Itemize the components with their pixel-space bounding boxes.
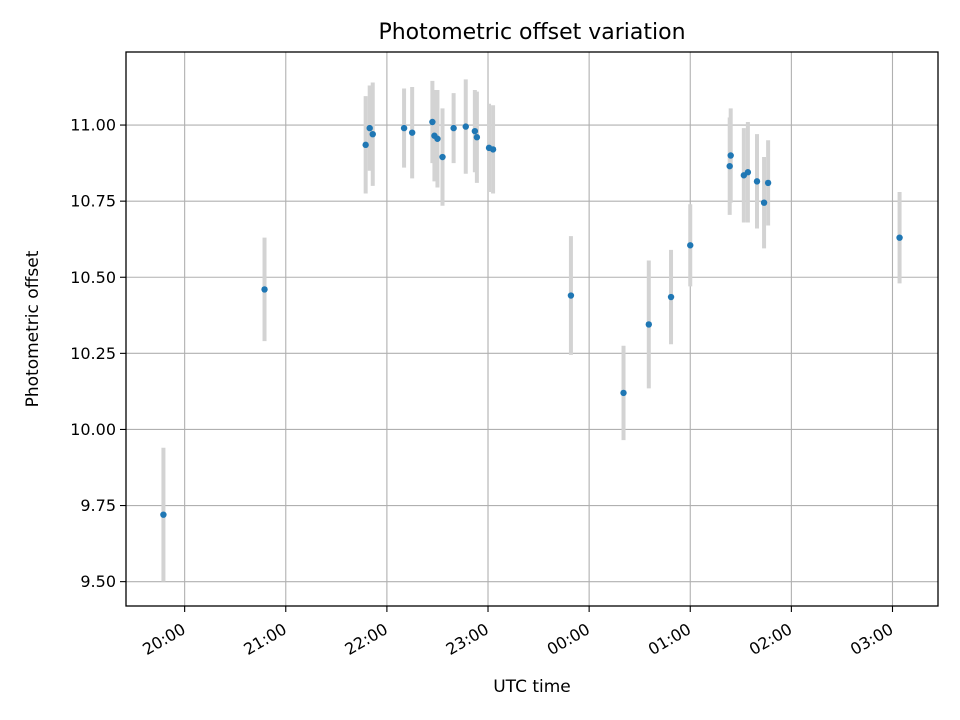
data-point bbox=[896, 234, 903, 241]
data-points bbox=[160, 118, 903, 518]
data-point bbox=[489, 146, 497, 153]
y-tick-label: 10.50 bbox=[70, 268, 116, 287]
x-tick-label: 20:00 bbox=[139, 619, 188, 659]
data-point bbox=[439, 153, 446, 161]
data-point bbox=[744, 169, 752, 176]
data-point bbox=[362, 141, 369, 149]
errorbars bbox=[161, 79, 902, 582]
data-point bbox=[400, 124, 408, 132]
data-point bbox=[434, 135, 441, 142]
data-point bbox=[450, 124, 457, 132]
grid bbox=[126, 52, 938, 606]
y-tick-label: 11.00 bbox=[70, 116, 116, 135]
axis-ticks: 20:00 21:00 22:00 23:00 00:00 01:00 02:00 03:00… bbox=[70, 116, 896, 659]
data-point bbox=[471, 127, 479, 135]
y-tick-label: 10.00 bbox=[70, 420, 116, 439]
data-point bbox=[261, 286, 268, 293]
data-point bbox=[760, 199, 768, 206]
data-point bbox=[687, 242, 694, 249]
data-point bbox=[462, 123, 469, 130]
data-point bbox=[366, 124, 373, 132]
x-tick-label: 03:00 bbox=[847, 619, 896, 659]
data-point bbox=[408, 129, 416, 136]
data-point bbox=[667, 293, 675, 301]
data-point bbox=[726, 162, 733, 170]
x-tick-label: 00:00 bbox=[544, 619, 593, 659]
x-tick-label: 23:00 bbox=[443, 619, 492, 659]
x-axis-label: UTC time bbox=[493, 677, 571, 697]
data-point bbox=[429, 118, 436, 126]
chart-title: Photometric offset variation bbox=[378, 20, 685, 45]
data-point bbox=[727, 152, 734, 159]
y-tick-label: 9.50 bbox=[80, 572, 116, 591]
data-point bbox=[160, 511, 167, 518]
data-point bbox=[645, 321, 652, 328]
data-point bbox=[369, 130, 376, 138]
y-axis-label: Photometric offset bbox=[23, 250, 43, 407]
x-tick-label: 01:00 bbox=[645, 619, 694, 659]
y-tick-label: 10.75 bbox=[70, 192, 116, 211]
data-point bbox=[620, 389, 627, 397]
x-tick-label: 22:00 bbox=[341, 619, 390, 659]
y-tick-label: 9.75 bbox=[80, 496, 116, 515]
plot-frame bbox=[125, 51, 939, 607]
y-tick-label: 10.25 bbox=[70, 344, 116, 363]
data-point bbox=[764, 179, 772, 187]
data-point bbox=[567, 292, 575, 299]
data-point bbox=[753, 178, 761, 185]
data-point bbox=[473, 134, 481, 141]
x-tick-label: 21:00 bbox=[240, 619, 289, 659]
x-tick-label: 02:00 bbox=[746, 619, 795, 659]
